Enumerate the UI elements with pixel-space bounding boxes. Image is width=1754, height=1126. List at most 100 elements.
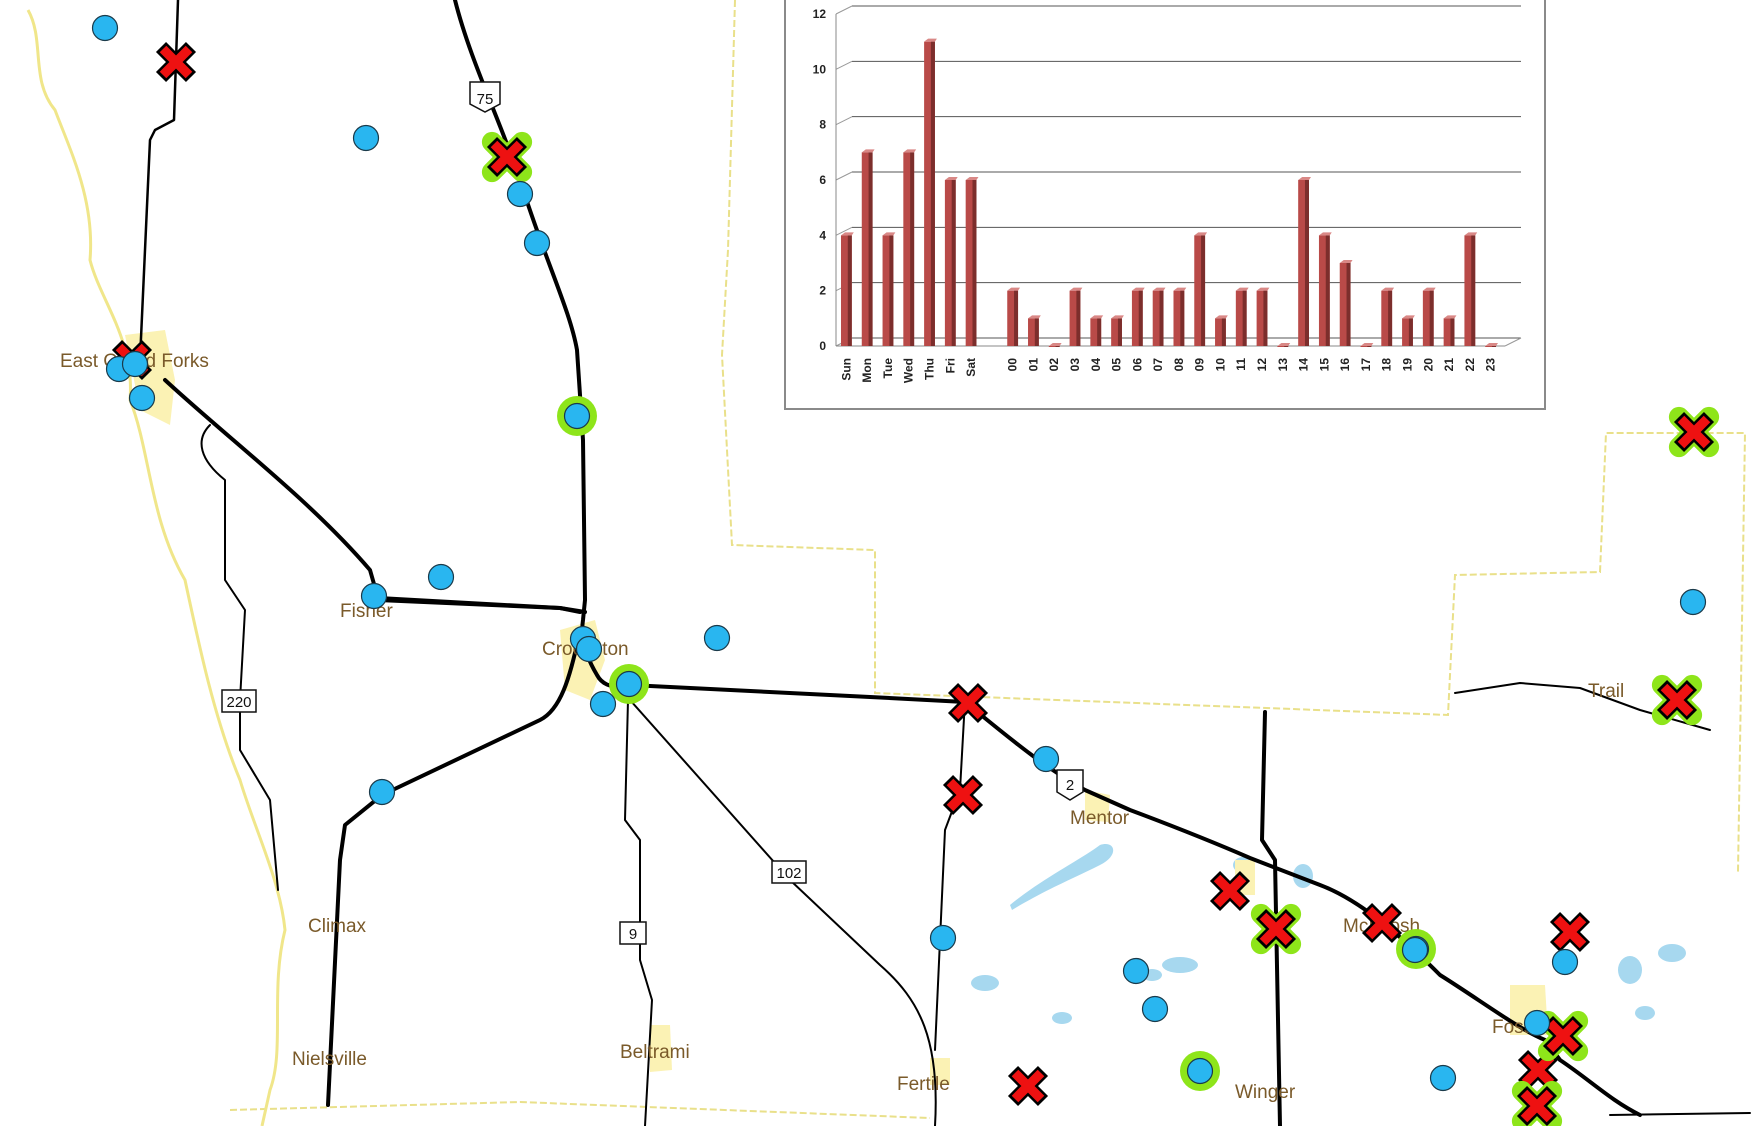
x-tick-label: 19: [1400, 358, 1414, 372]
x-tick-label: 23: [1484, 358, 1498, 372]
y-tick-label: 6: [819, 173, 826, 187]
bar: [1464, 232, 1478, 346]
x-tick-label: 15: [1317, 358, 1331, 372]
x-tick-label: 08: [1172, 358, 1186, 372]
x-marker: [1007, 1065, 1049, 1107]
x-tick-label: Tue: [881, 358, 895, 379]
circle-marker: [352, 124, 380, 152]
bar: [1152, 287, 1166, 346]
road-west-north: [138, 0, 180, 362]
bar: [1048, 343, 1062, 347]
road-fertile-n: [934, 699, 966, 1051]
circle-marker-highlighted: [557, 396, 597, 436]
circle-marker: [1032, 745, 1060, 773]
road-220: [200, 424, 279, 891]
x-marker: [1549, 911, 1591, 953]
bar: [1215, 315, 1228, 346]
route-shields: 75 2 220 102 9: [221, 81, 1084, 945]
town-label-nielsville: Nielsville: [292, 1049, 367, 1070]
bar: [1277, 343, 1291, 347]
bar: [1298, 177, 1311, 346]
us-75-shield: 75: [469, 81, 501, 113]
town-label-climax: Climax: [308, 916, 367, 937]
svg-text:2: 2: [1066, 777, 1074, 794]
bar: [924, 38, 937, 347]
circle-marker: [1141, 995, 1169, 1023]
bar: [1381, 287, 1395, 346]
circle-marker: [1679, 588, 1707, 616]
bar: [1090, 315, 1104, 346]
x-tick-label: 13: [1276, 358, 1290, 372]
x-tick-label: 17: [1359, 358, 1373, 372]
circle-marker: [1429, 1064, 1457, 1092]
x-tick-label: Fri: [943, 358, 957, 373]
road-102: [629, 699, 937, 1126]
bar: [1028, 315, 1041, 346]
y-tick-label: 10: [813, 62, 827, 76]
bar: [1485, 343, 1499, 347]
mn-220-shield: 220: [221, 689, 257, 713]
x-tick-label: 21: [1442, 358, 1456, 372]
x-tick-label: 01: [1026, 358, 1040, 372]
circle-marker: [575, 635, 603, 663]
x-tick-labels: Sun Mon Tue Wed Thu Fri Sat 00 01 02 03 04 05 06 07 08 0…: [839, 358, 1497, 383]
circle-marker: [506, 180, 534, 208]
svg-text:102: 102: [776, 865, 801, 882]
bar: [1235, 287, 1249, 346]
road-fisher-crookston: [376, 598, 582, 614]
circle-marker: [929, 924, 957, 952]
town-label-fertile: Fertile: [897, 1074, 950, 1095]
x-tick-label: 03: [1068, 358, 1082, 372]
circle-marker: [1551, 948, 1579, 976]
x-marker: [1209, 870, 1251, 912]
bar: [944, 177, 958, 346]
circle-marker: [1401, 936, 1429, 964]
x-tick-label: Wed: [902, 358, 916, 383]
bar: [1360, 343, 1374, 347]
x-tick-label: 07: [1151, 358, 1165, 372]
circle-marker: [1523, 1009, 1551, 1037]
bar: [965, 177, 979, 346]
x-marker: [1361, 902, 1403, 944]
x-tick-label: 09: [1193, 358, 1207, 372]
x-tick-label: 02: [1047, 358, 1061, 372]
chart-bars: [840, 38, 1499, 347]
bar: [1402, 315, 1415, 346]
bar: [840, 232, 854, 346]
x-marker-highlighted: [1537, 1010, 1589, 1062]
chart-panel: 0 2 4 6 8 10 12 Sun Mon Tue Wed Thu Fri Sat 00 01 02 03 04…: [784, 0, 1546, 410]
x-tick-label: 00: [1006, 358, 1020, 372]
mn-102-shield: 102: [771, 860, 807, 884]
bar: [1131, 287, 1145, 346]
road-winger-n: [1260, 710, 1282, 1126]
svg-text:220: 220: [226, 694, 251, 711]
x-marker-highlighted: [1511, 1080, 1563, 1126]
bar: [882, 232, 896, 346]
bar: [1339, 260, 1353, 346]
x-tick-label: 12: [1255, 358, 1269, 372]
bar: [1443, 315, 1457, 346]
x-marker-highlighted: [1651, 674, 1703, 726]
us-2-road: [163, 378, 1642, 1117]
road-9: [624, 699, 653, 1126]
x-marker-highlighted: [481, 131, 533, 183]
y-tick-label: 2: [819, 284, 826, 298]
circle-marker: [1122, 957, 1150, 985]
svg-text:9: 9: [629, 926, 637, 943]
road-crookston-sw: [326, 628, 582, 1107]
bar: [1111, 315, 1124, 346]
red-river: [26, 9, 287, 1126]
us-2-shield: 2: [1056, 769, 1084, 801]
y-tick-label: 12: [813, 7, 827, 21]
bar: [861, 149, 875, 346]
x-tick-label: Sat: [964, 358, 978, 377]
svg-text:75: 75: [477, 91, 494, 108]
x-tick-label: 04: [1089, 358, 1103, 372]
chart-axes: 0 2 4 6 8 10 12: [813, 5, 1522, 353]
x-tick-label: 05: [1110, 358, 1124, 372]
mn-9-shield: 9: [619, 921, 647, 945]
bar: [1194, 232, 1208, 346]
circle-marker: [703, 624, 731, 652]
county-boundaries: [229, 0, 1747, 1119]
x-marker: [155, 41, 197, 83]
